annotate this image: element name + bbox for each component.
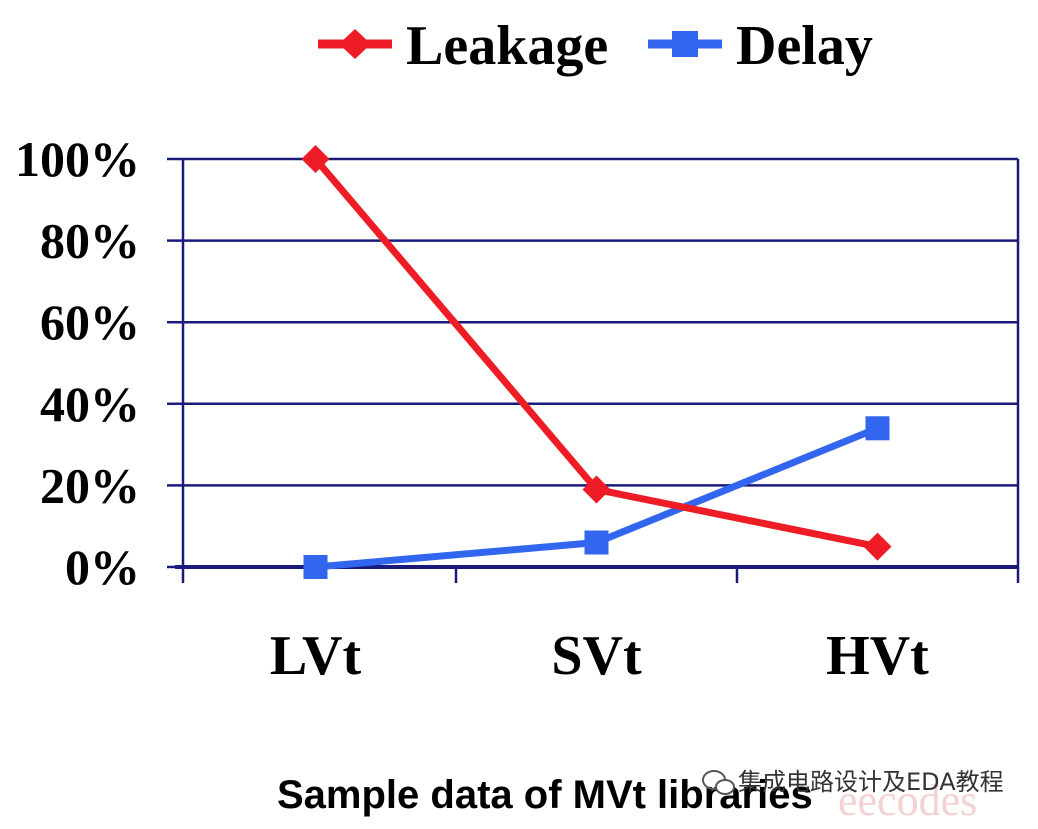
x-tick-label: LVt [270,625,362,687]
x-tick-label: HVt [826,625,929,687]
x-tick-labels: LVt SVt HVt [270,625,929,687]
y-tick-label: 0% [65,539,140,595]
x-axis-caption: Sample data of MVt libraries [277,773,813,817]
gridlines [167,157,1020,569]
watermark-text: 集成电路设计及EDA教程 [738,768,1004,796]
y-tick-label: 60% [40,294,140,350]
data-point-delay [584,530,609,555]
legend-leakage-marker [339,29,371,59]
data-point-leakage [301,145,330,173]
data-point-delay [303,555,328,579]
data-point-delay [865,416,890,441]
y-tick-labels: 0% 20% 40% 60% 80% 100% [15,131,140,595]
wechat-icon [702,770,735,795]
plot-area: 0% 20% 40% 60% 80% 100% LVt SVt HVt [15,131,1020,687]
data-point-leakage [582,475,611,504]
legend-leakage-label: Leakage [406,15,608,77]
data-point-leakage [863,532,892,561]
watermark: eecodes 集成电路设计及EDA教程 [702,768,1004,825]
y-tick-label: 100% [15,131,140,187]
series-layer [301,145,892,579]
y-tick-label: 20% [40,457,140,513]
watermark-overlay: eecodes [838,776,977,825]
x-axis [175,565,1020,583]
legend-delay-label: Delay [736,15,873,77]
x-tick-label: SVt [551,625,642,687]
legend: Leakage Delay [318,15,873,77]
legend-delay-marker [672,31,698,57]
y-tick-label: 40% [40,376,140,432]
y-tick-label: 80% [40,213,140,269]
